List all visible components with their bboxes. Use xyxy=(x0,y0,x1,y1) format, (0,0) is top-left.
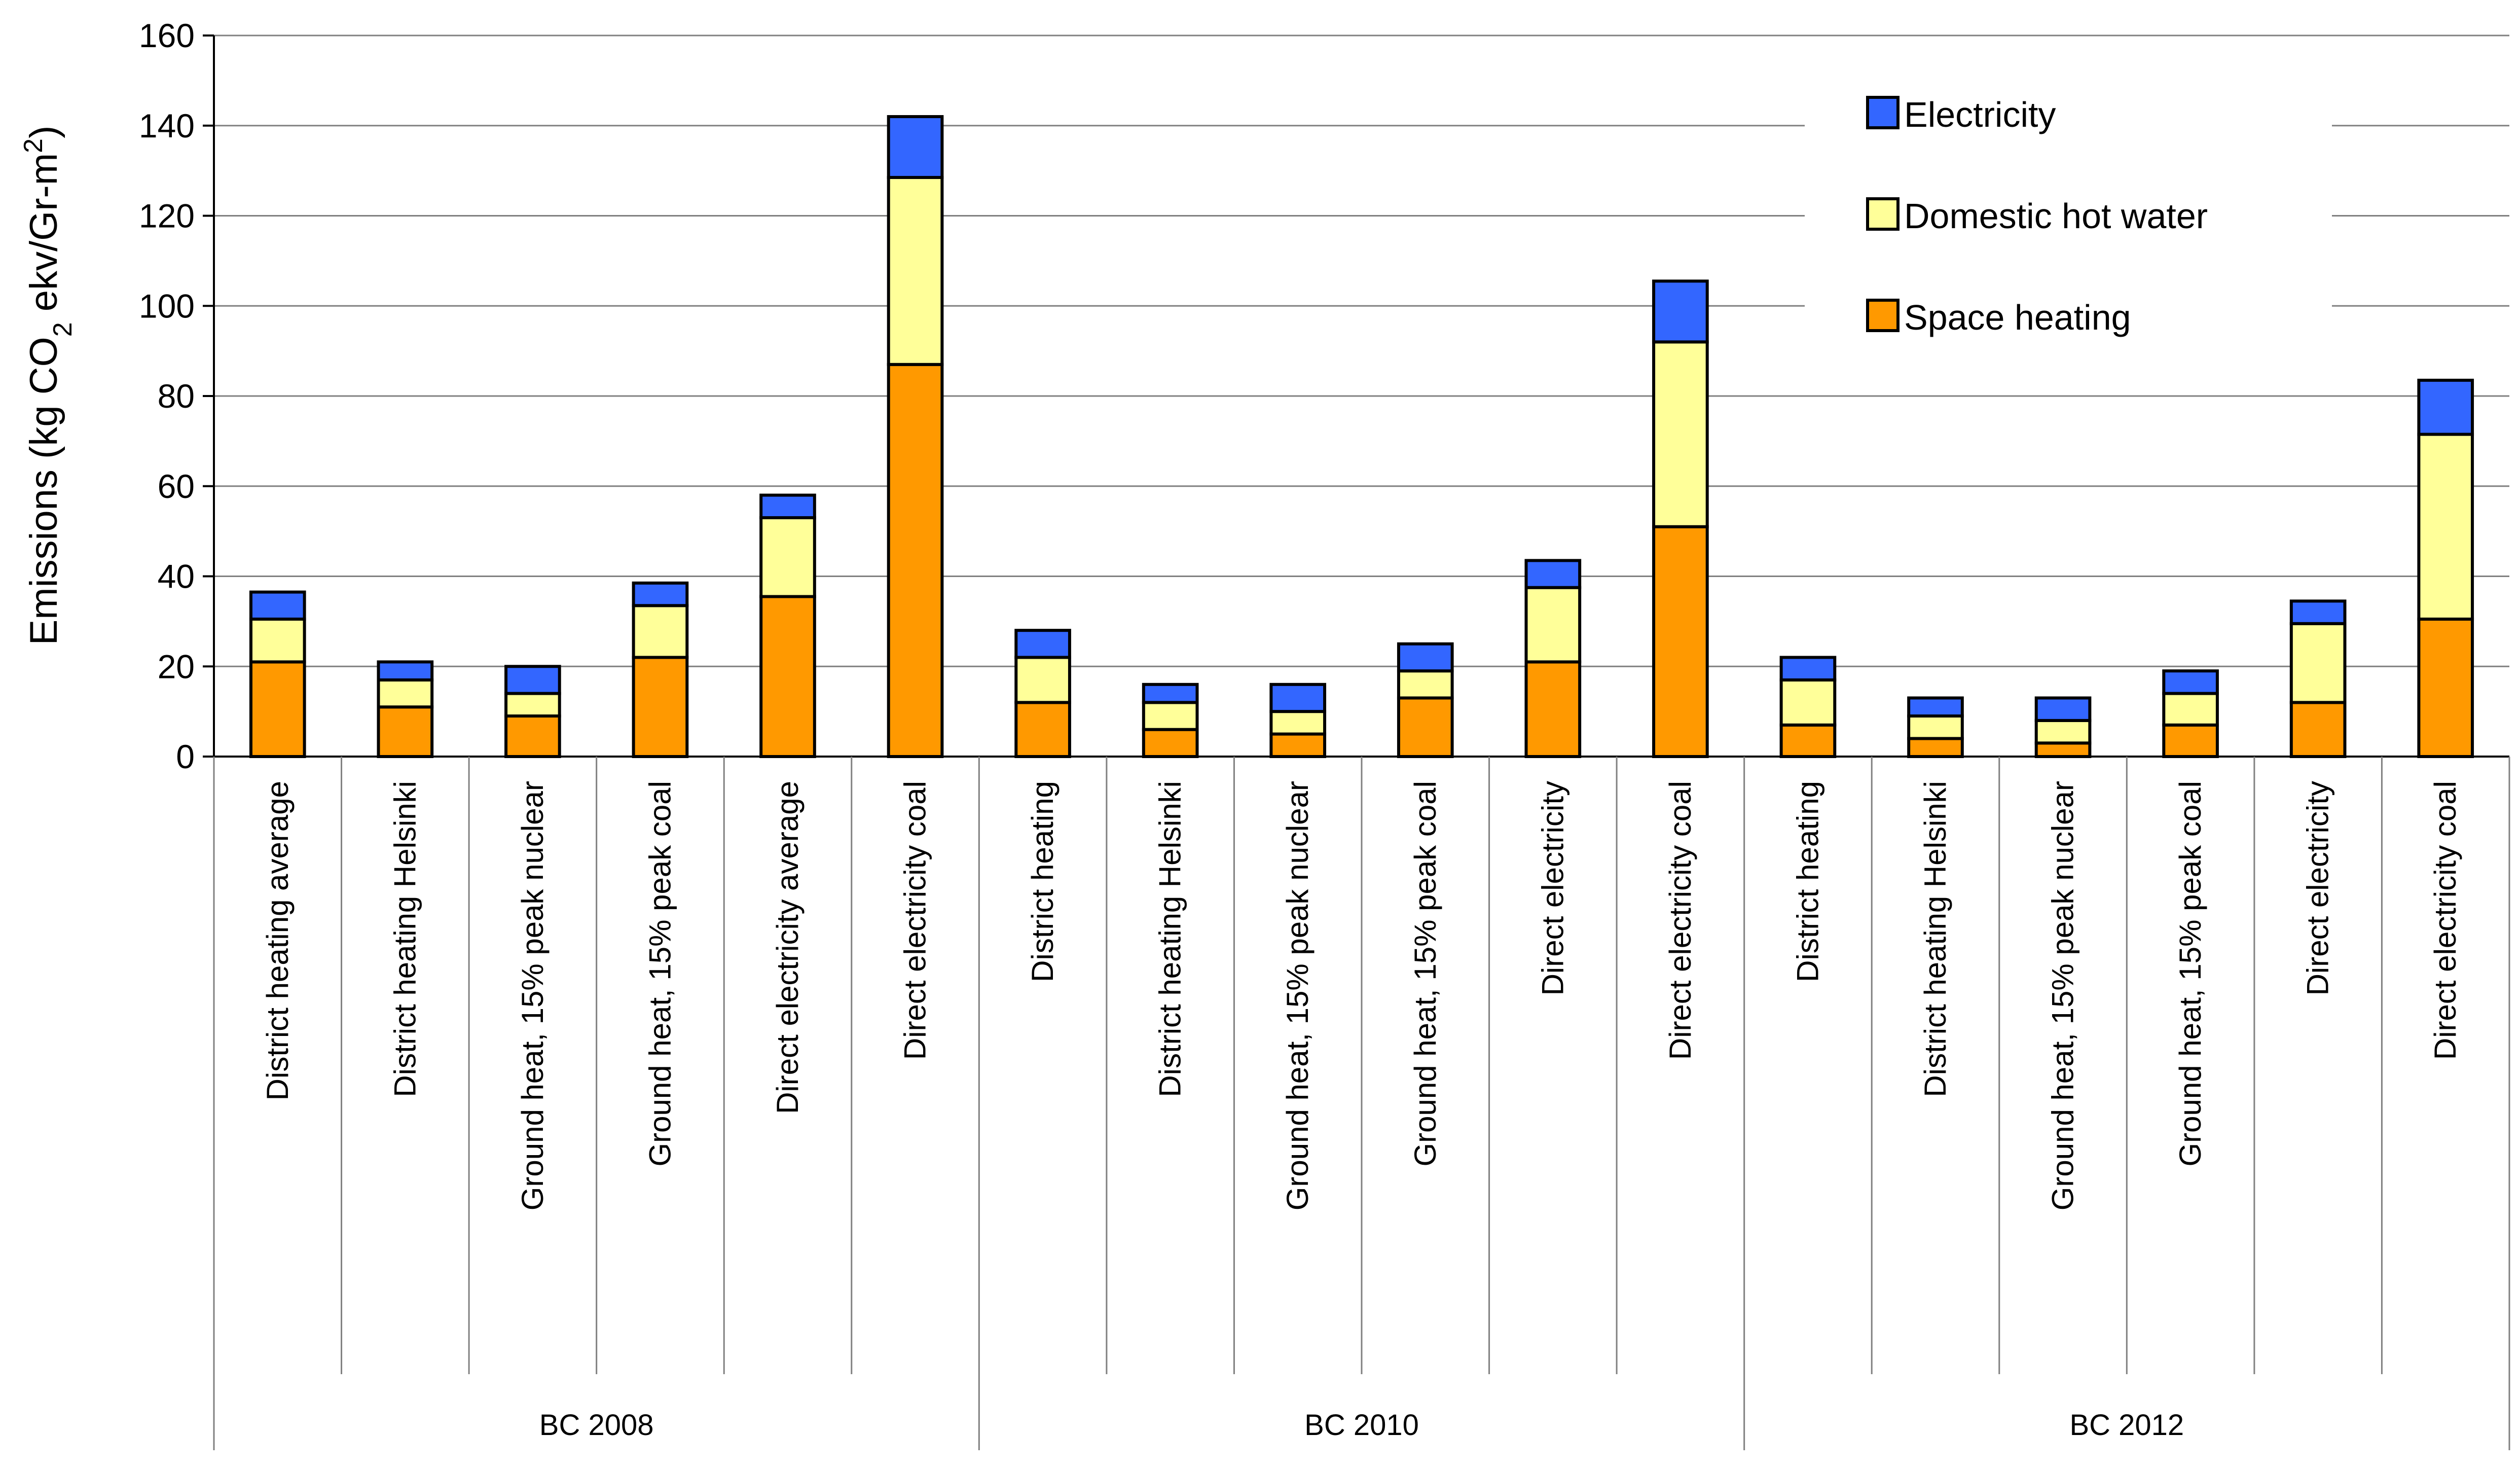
bar-segment-domestic-hot-water xyxy=(1142,701,1199,731)
bar-segment-space-heating xyxy=(632,656,689,758)
bar-segment-electricity xyxy=(2417,378,2474,436)
bar-segment-domestic-hot-water xyxy=(887,175,944,366)
legend-label: Domestic hot water xyxy=(1904,196,2208,236)
category-label: District heating xyxy=(1026,781,1060,982)
bars xyxy=(249,115,2474,759)
bar-segment-domestic-hot-water xyxy=(759,516,816,598)
category-label: Direct electricity coal xyxy=(898,781,932,1060)
category-label: District heating average xyxy=(261,781,295,1100)
bar-segment-domestic-hot-water xyxy=(1524,586,1582,664)
category-label: District heating Helsinki xyxy=(1153,781,1187,1097)
y-axis-title: Emissions (kg CO2 ekv/Gr-m2) xyxy=(19,126,78,646)
bar-segment-space-heating xyxy=(1524,660,1582,759)
category-label: Ground heat, 15% peak coal xyxy=(2173,781,2207,1167)
bar-segment-domestic-hot-water xyxy=(2417,433,2474,621)
bar-segment-domestic-hot-water xyxy=(1779,678,1837,727)
bar-segment-space-heating xyxy=(1779,723,1837,758)
bar-segment-electricity xyxy=(1269,683,1327,713)
bar-segment-space-heating xyxy=(2162,723,2219,758)
bar-segment-space-heating xyxy=(1397,696,1454,759)
gridlines xyxy=(214,34,2509,667)
category-axis: District heating average District heating… xyxy=(213,757,2510,1450)
bar-segment-domestic-hot-water xyxy=(1014,656,1071,704)
bar-segment-space-heating xyxy=(759,595,816,759)
y-tick-label: 120 xyxy=(139,197,195,235)
bar-segment-domestic-hot-water xyxy=(1652,340,1709,528)
category-label: Ground heat, 15% peak coal xyxy=(1408,781,1442,1167)
y-tick-label: 80 xyxy=(158,377,195,415)
bar-segment-space-heating xyxy=(504,714,561,758)
bar-segment-domestic-hot-water xyxy=(632,604,689,659)
group-axis: BC 2008 BC 2010 BC 2012 xyxy=(539,1409,2184,1442)
y-tick-label: 20 xyxy=(158,648,195,685)
bar-segment-electricity xyxy=(887,115,944,179)
bar-segment-electricity xyxy=(632,581,689,607)
category-label: Ground heat, 15% peak nuclear xyxy=(2046,781,2080,1210)
category-label: Direct electricity coal xyxy=(1663,781,1697,1060)
bar-segment-domestic-hot-water xyxy=(2289,622,2347,704)
legend-label: Electricity xyxy=(1904,95,2056,134)
bar-segment-electricity xyxy=(1907,696,1964,718)
y-tick-label: 60 xyxy=(158,468,195,505)
legend-swatch xyxy=(1866,197,1900,231)
category-label: Ground heat, 15% peak coal xyxy=(643,781,677,1167)
bar-segment-electricity xyxy=(1652,279,1709,344)
bar-segment-electricity xyxy=(249,590,306,621)
bar-segment-electricity xyxy=(504,665,561,695)
bar-segment-space-heating xyxy=(2034,741,2092,759)
bar-segment-domestic-hot-water xyxy=(2034,719,2092,745)
bar-segment-domestic-hot-water xyxy=(2162,692,2219,727)
legend: Electricity Domestic hot water Space heati… xyxy=(1866,95,2208,337)
bar-segment-space-heating xyxy=(1014,701,1071,758)
group-label: BC 2008 xyxy=(539,1409,654,1442)
category-label: Direct electricity coal xyxy=(2428,781,2462,1060)
bar-segment-space-heating xyxy=(887,363,944,758)
category-label: Direct electricity xyxy=(1536,781,1569,995)
bar-segment-electricity xyxy=(759,493,816,519)
bar-segment-electricity xyxy=(1142,683,1199,704)
category-label: Ground heat, 15% peak nuclear xyxy=(1281,781,1314,1210)
bar-segment-space-heating xyxy=(1907,737,1964,758)
bar-segment-domestic-hot-water xyxy=(377,678,434,709)
bar-segment-electricity xyxy=(1524,559,1582,589)
category-label: Direct electricity average xyxy=(771,781,805,1114)
bar-segment-electricity xyxy=(1397,642,1454,673)
bar-segment-electricity xyxy=(1014,629,1071,659)
group-label: BC 2012 xyxy=(2069,1409,2184,1442)
bar-segment-electricity xyxy=(2162,669,2219,695)
bar-segment-domestic-hot-water xyxy=(1269,710,1327,736)
bar-segment-space-heating xyxy=(377,705,434,759)
bar-segment-electricity xyxy=(2289,599,2347,625)
bar-segment-electricity xyxy=(377,660,434,682)
bar-segment-domestic-hot-water xyxy=(504,692,561,718)
bar-segment-space-heating xyxy=(249,660,306,759)
y-axis-ticks: 0 20 40 60 80 100 120 140 160 xyxy=(139,17,214,775)
bar-segment-domestic-hot-water xyxy=(1397,669,1454,700)
y-tick-label: 160 xyxy=(139,17,195,54)
bar-segment-space-heating xyxy=(1269,732,1327,758)
category-label: District heating Helsinki xyxy=(1918,781,1952,1097)
category-label: Ground heat, 15% peak nuclear xyxy=(516,781,550,1210)
bar-segment-space-heating xyxy=(2417,617,2474,759)
bar-segment-electricity xyxy=(2034,696,2092,722)
bar-segment-space-heating xyxy=(1652,525,1709,759)
y-tick-label: 40 xyxy=(158,558,195,595)
legend-label: Space heating xyxy=(1904,298,2131,337)
legend-swatch xyxy=(1866,299,1900,332)
category-label: District heating Helsinki xyxy=(388,781,422,1097)
group-label: BC 2010 xyxy=(1304,1409,1419,1442)
category-label: District heating xyxy=(1791,781,1824,982)
bar-segment-domestic-hot-water xyxy=(1907,714,1964,740)
y-tick-label: 140 xyxy=(139,107,195,145)
legend-swatch xyxy=(1866,96,1900,129)
category-label: Direct electricity xyxy=(2301,781,2335,995)
y-tick-label: 0 xyxy=(176,738,195,775)
bar-segment-electricity xyxy=(1779,656,1837,682)
bar-segment-space-heating xyxy=(2289,701,2347,758)
bar-segment-domestic-hot-water xyxy=(249,617,306,664)
y-tick-label: 100 xyxy=(139,287,195,325)
bar-segment-space-heating xyxy=(1142,728,1199,759)
